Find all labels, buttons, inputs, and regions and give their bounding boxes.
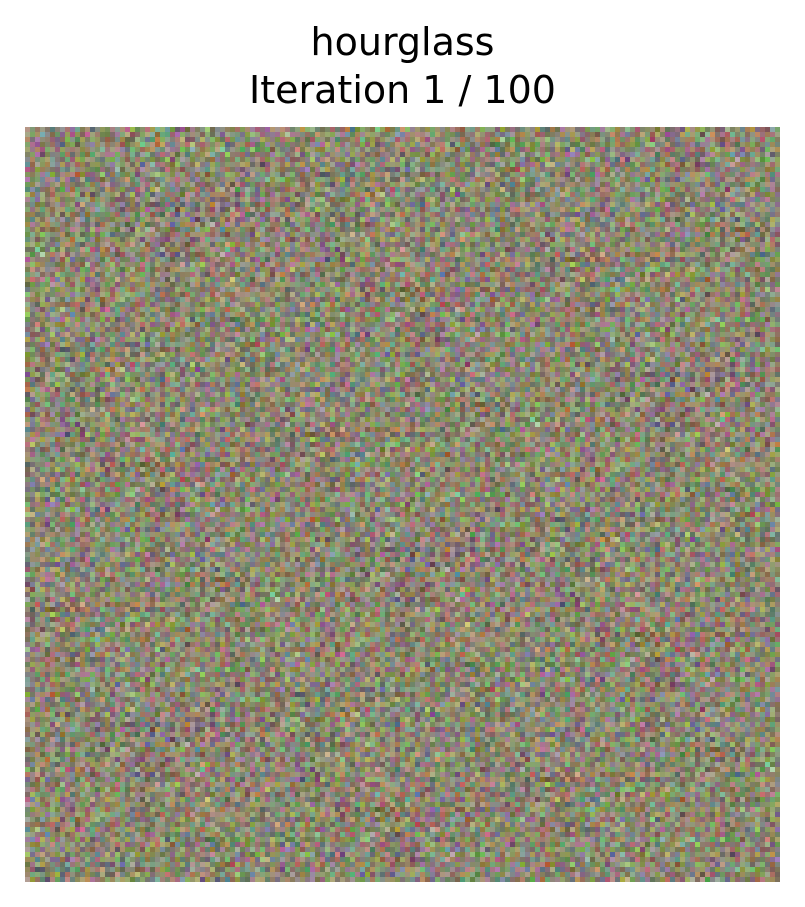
noise-image bbox=[25, 127, 780, 882]
iteration-label: Iteration 1 / 100 bbox=[249, 68, 556, 112]
figure-title: hourglass bbox=[310, 20, 495, 64]
figure-title-block: hourglass Iteration 1 / 100 bbox=[0, 18, 805, 114]
noise-canvas bbox=[25, 127, 780, 882]
